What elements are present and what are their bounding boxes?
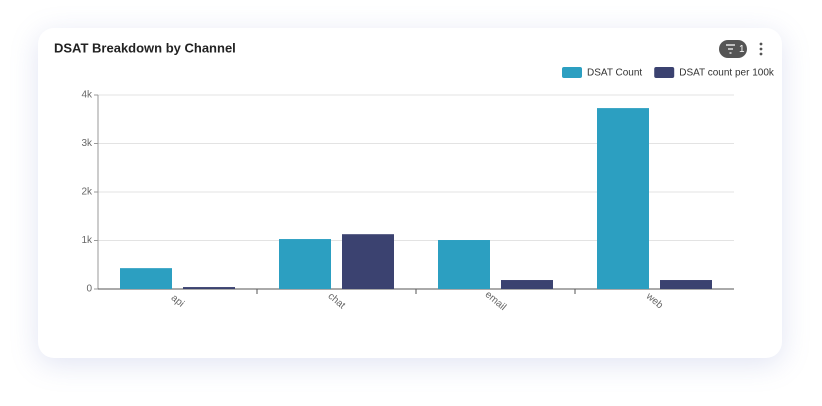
x-tick-label: chat: [326, 291, 348, 312]
chart-title: DSAT Breakdown by Channel: [54, 40, 236, 55]
y-tick-label: 2k: [81, 187, 93, 198]
bar: [279, 239, 331, 289]
bar: [120, 268, 172, 289]
y-tick-label: 0: [86, 284, 92, 295]
legend-label: DSAT count per 100k: [679, 68, 775, 79]
filter-count: 1: [739, 44, 745, 55]
x-tick-label: email: [483, 289, 508, 313]
filter-icon: [726, 44, 735, 54]
y-tick-label: 4k: [81, 90, 93, 101]
legend-swatch: [562, 67, 582, 78]
bar: [660, 280, 712, 289]
x-tick-label: api: [169, 293, 186, 310]
bar: [342, 234, 394, 289]
bar: [501, 280, 553, 289]
menu-button[interactable]: [759, 42, 763, 56]
x-tick-label: web: [643, 290, 665, 311]
legend-swatch: [654, 67, 675, 78]
bar: [438, 240, 490, 289]
bar: [597, 108, 649, 289]
y-tick-label: 1k: [81, 235, 93, 246]
card: [38, 28, 782, 358]
y-tick-label: 3k: [81, 138, 93, 149]
bar: [183, 287, 235, 289]
legend-label: DSAT Count: [587, 68, 642, 79]
